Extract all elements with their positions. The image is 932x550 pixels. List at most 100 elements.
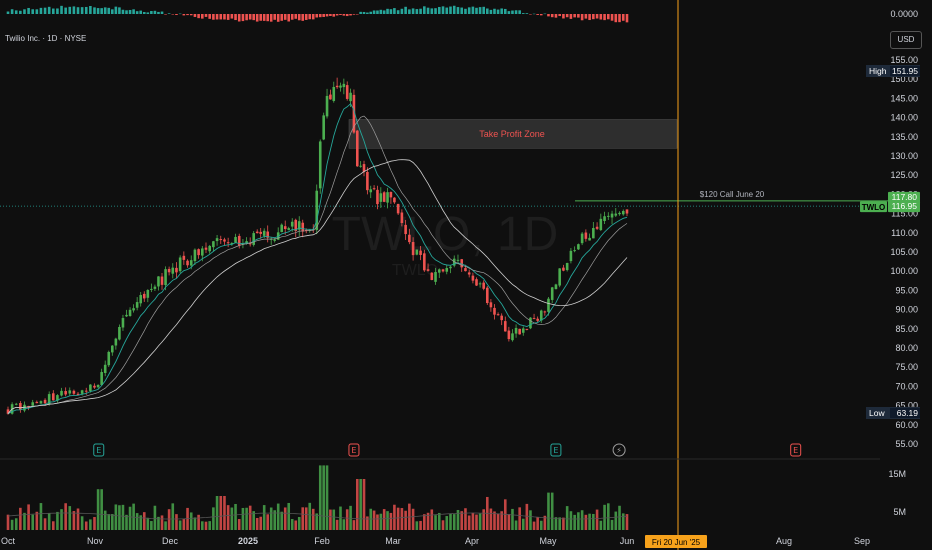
candle-body: [475, 279, 478, 286]
candle-body: [80, 390, 84, 394]
oscillator-bar: [349, 14, 352, 16]
oscillator-bar: [219, 14, 223, 20]
candle-body: [382, 192, 386, 202]
candle-body: [584, 232, 588, 239]
candle-body: [607, 215, 610, 217]
oscillator-bar: [100, 8, 103, 14]
candle-body: [362, 164, 366, 172]
volume-bar: [554, 517, 558, 530]
x-tick-label: Sep: [854, 536, 870, 546]
candle-body: [197, 249, 200, 256]
oscillator-bar: [518, 10, 521, 14]
oscillator-bar: [437, 6, 441, 14]
volume-bar: [304, 507, 308, 530]
oscillator-bar: [160, 11, 164, 14]
candle-body: [297, 221, 301, 230]
chart-title: Twilio Inc. · 1D · NYSE: [5, 34, 87, 43]
oscillator-bar: [423, 6, 426, 14]
candle-body: [283, 226, 287, 230]
oscillator-bar: [588, 14, 591, 21]
candle-body: [201, 248, 204, 256]
event-marker-label: E: [351, 446, 356, 455]
candle-body: [532, 318, 536, 320]
candle-body: [128, 309, 132, 316]
volume-bar: [100, 489, 103, 530]
volume-bar: [335, 519, 339, 530]
candle-body: [565, 262, 569, 271]
candle-body: [511, 333, 514, 341]
oscillator-bar: [493, 8, 496, 14]
oscillator-bar: [132, 9, 135, 14]
oscillator-bar: [595, 14, 599, 19]
candle-body: [355, 130, 359, 167]
earnings-beat-marker[interactable]: E: [550, 443, 562, 457]
candle-body: [27, 405, 30, 407]
oscillator-bar: [60, 5, 63, 14]
candle-body: [514, 327, 518, 334]
oscillator-bar: [252, 14, 255, 21]
oscillator-bar: [532, 13, 536, 15]
take-profit-zone[interactable]: [348, 119, 678, 149]
volume-bar: [150, 521, 153, 530]
oscillator-bar: [430, 8, 434, 14]
volume-bar: [342, 519, 346, 530]
lightning-icon: [612, 443, 626, 457]
candle-body: [349, 92, 352, 102]
volume-bar: [588, 513, 591, 530]
earnings-beat-marker[interactable]: E: [93, 443, 105, 457]
candle-body: [329, 94, 332, 100]
candle-body: [280, 224, 284, 233]
last-price-tag-text: 116.95: [892, 201, 918, 211]
candles: [6, 77, 629, 415]
candle-body: [150, 288, 153, 290]
y-tick-label: 140.00: [890, 113, 918, 123]
volume-bar: [215, 496, 219, 530]
candle-body: [56, 395, 59, 401]
oscillator-bar: [72, 6, 76, 14]
candle-body: [193, 249, 197, 262]
volume-bar: [23, 512, 26, 530]
oscillator-bar: [467, 7, 471, 14]
earnings-miss-marker[interactable]: E: [790, 443, 802, 457]
volume-bar: [366, 516, 369, 530]
y-tick-label: 135.00: [890, 132, 918, 142]
volume-bar: [201, 521, 204, 530]
oscillator-bar: [362, 11, 366, 14]
earnings-miss-marker[interactable]: E: [348, 443, 360, 457]
take-profit-zone-label: Take Profit Zone: [479, 129, 545, 139]
dividend-flash-marker[interactable]: ⚡: [612, 443, 626, 457]
candle-body: [485, 287, 489, 304]
volume-bar: [475, 514, 478, 530]
volume-bar: [362, 479, 366, 530]
oscillator-bar: [460, 7, 464, 14]
volume-bar: [60, 509, 63, 530]
oscillator-bar: [93, 7, 96, 14]
candle-body: [434, 272, 437, 282]
candle-body: [121, 318, 125, 328]
candle-body: [503, 321, 507, 332]
candle-body: [588, 237, 591, 241]
oscillator-bar: [212, 14, 215, 20]
y-tick-label: 130.00: [890, 151, 918, 161]
currency-button[interactable]: USD: [890, 31, 922, 49]
oscillator-bar: [287, 14, 291, 22]
candle-body: [539, 310, 543, 321]
volume-bar: [415, 521, 419, 530]
y-tick-label: 55.00: [895, 439, 918, 449]
oscillator-bar: [345, 14, 349, 17]
symbol-watermark-small: TWLO: [392, 262, 438, 279]
oscillator-bar: [558, 14, 561, 17]
oscillator-bar: [426, 7, 430, 14]
candle-body: [318, 141, 322, 189]
candle-body: [234, 236, 237, 243]
candle-body: [437, 269, 441, 273]
volume-bar: [160, 515, 164, 530]
oscillator-bar: [496, 9, 500, 14]
volume-bar: [460, 511, 464, 530]
volume-tick-label: 5M: [893, 507, 906, 517]
candle-body: [345, 85, 349, 99]
oscillator-bar: [128, 9, 132, 14]
oscillator-bar: [550, 14, 554, 18]
candle-body: [369, 189, 373, 193]
